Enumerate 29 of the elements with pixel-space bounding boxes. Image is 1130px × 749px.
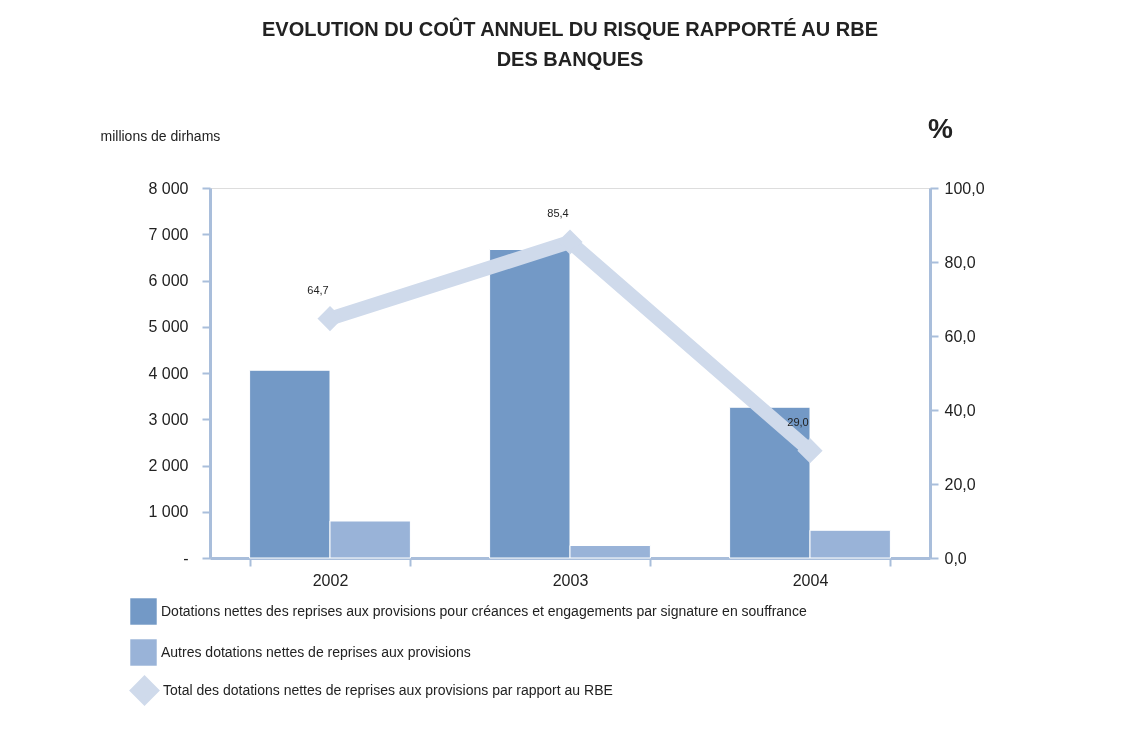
- y2-tick-label: 0,0: [944, 549, 967, 567]
- legend-label: Autres dotations nettes de reprises aux provisions: [161, 643, 471, 660]
- x-tick-label: 2002: [312, 571, 349, 589]
- y-tick-label: 4 000: [148, 364, 189, 382]
- y-tick-label: 8 000: [148, 179, 189, 197]
- y-tick-label: -: [183, 549, 189, 567]
- x-tick-label: 2004: [792, 571, 829, 589]
- data-label: 29,0: [787, 415, 809, 428]
- y-tick-label: 5 000: [148, 318, 189, 336]
- y-tick-label: 3 000: [148, 410, 189, 428]
- data-label: 64,7: [307, 283, 329, 296]
- data-label: 85,4: [547, 207, 569, 220]
- y-axis-title: millions de dirhams: [100, 127, 221, 144]
- y-tick-label: 7 000: [148, 225, 189, 243]
- legend-label: Dotations nettes des reprises aux provisions pour créances et engagements par signature en souffrance: [161, 602, 807, 619]
- y2-tick-label: 100,0: [944, 179, 985, 197]
- y2-tick-label: 20,0: [944, 475, 976, 493]
- y2-tick-label: 60,0: [944, 327, 976, 345]
- y-tick-label: 1 000: [148, 503, 189, 521]
- x-tick-label: 2003: [552, 571, 589, 589]
- y2-tick-label: 40,0: [944, 401, 976, 419]
- text: DES BANQUES: [496, 48, 644, 70]
- point: [797, 438, 823, 463]
- y-tick-label: 6 000: [148, 272, 189, 289]
- y2-axis-title: %: [928, 112, 954, 144]
- legend-label: Total des dotations nettes de reprises aux provisions par rapport au RBE: [163, 681, 613, 698]
- text: EVOLUTION DU COÛT ANNUEL DU RISQUE RAPPORTÉ AU RBE: [262, 18, 878, 40]
- y-tick-label: 2 000: [148, 457, 189, 474]
- y2-tick-label: 80,0: [944, 253, 976, 271]
